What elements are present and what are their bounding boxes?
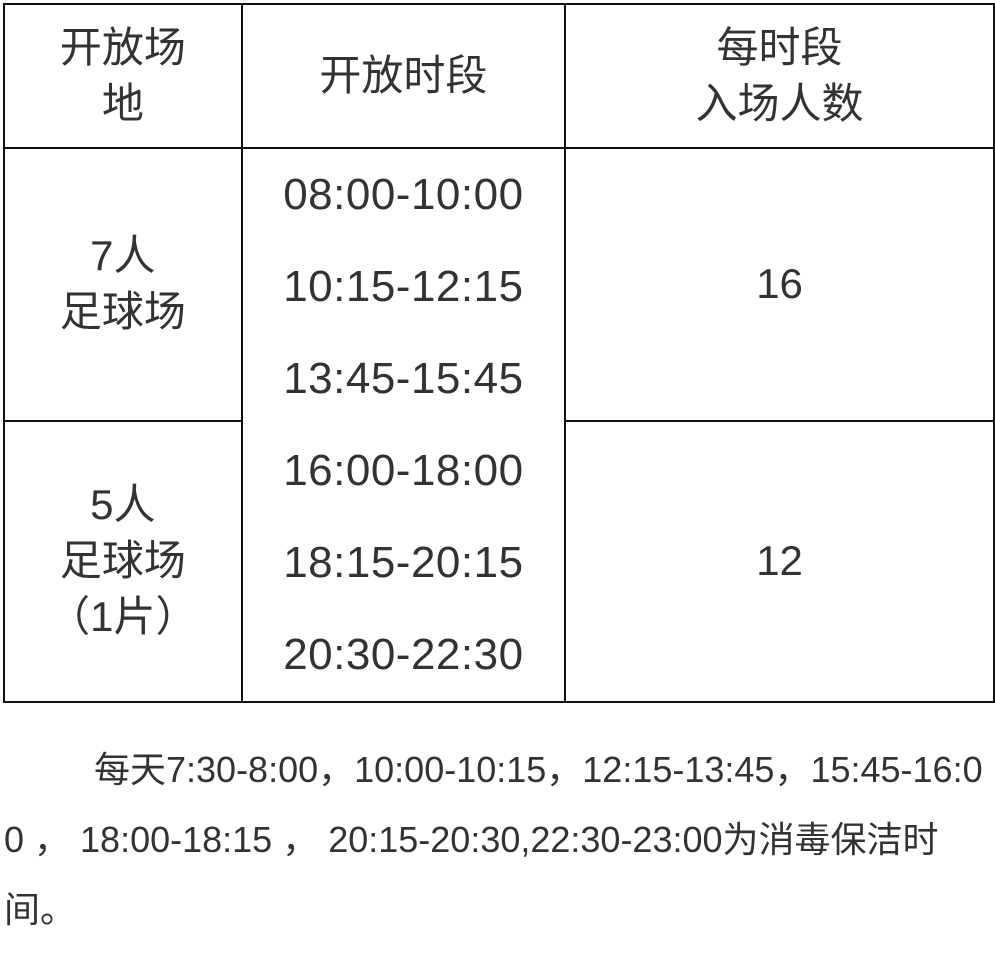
venue-text: 足球场 — [59, 288, 186, 336]
time-slots-cell: 08:00-10:00 10:15-12:15 13:45-15:45 16:0… — [240, 147, 567, 703]
time-slot: 10:15-12:15 — [283, 262, 524, 311]
header-text: 入场人数 — [695, 80, 864, 127]
venue-cell: 5人足球场 （1片） — [3, 419, 243, 704]
venue-text: （1片） — [48, 593, 198, 641]
venue-cell: 7人足球场 — [3, 147, 243, 422]
table-row: 5人足球场 （1片） 12 — [3, 419, 995, 704]
header-venue: 开放场地 — [3, 3, 243, 149]
header-row: 开放场地 开放时段 每时段入场人数 — [3, 3, 995, 149]
time-slot: 16:00-18:00 — [283, 446, 524, 495]
count-cell: 16 — [564, 147, 995, 422]
table-row: 7人足球场 08:00-10:00 10:15-12:15 13:45-15:4… — [3, 147, 995, 703]
venue-text: 5人 — [90, 481, 156, 529]
venue-text: 7人 — [90, 232, 156, 280]
time-slot: 18:15-20:15 — [283, 538, 524, 587]
schedule-table: 开放场地 开放时段 每时段入场人数 7人足球场 08:00-10:00 10:1… — [3, 3, 995, 704]
time-slot: 20:30-22:30 — [283, 630, 524, 679]
header-text: 每时段 — [716, 24, 843, 71]
count-cell: 12 — [564, 419, 995, 704]
note-text: 每天7:30-8:00，10:00-10:15，12:15-13:45，15:4… — [4, 749, 983, 930]
time-slot: 08:00-10:00 — [283, 170, 524, 219]
header-text: 开放场地 — [59, 24, 186, 127]
time-slot: 13:45-15:45 — [283, 354, 524, 403]
venue-text: 足球场 — [59, 537, 186, 585]
cleaning-note: 每天7:30-8:00，10:00-10:15，12:15-13:45，15:4… — [4, 735, 994, 945]
header-time: 开放时段 — [240, 3, 567, 149]
header-text: 开放时段 — [319, 52, 488, 99]
header-count: 每时段 入场人数 — [564, 3, 995, 149]
